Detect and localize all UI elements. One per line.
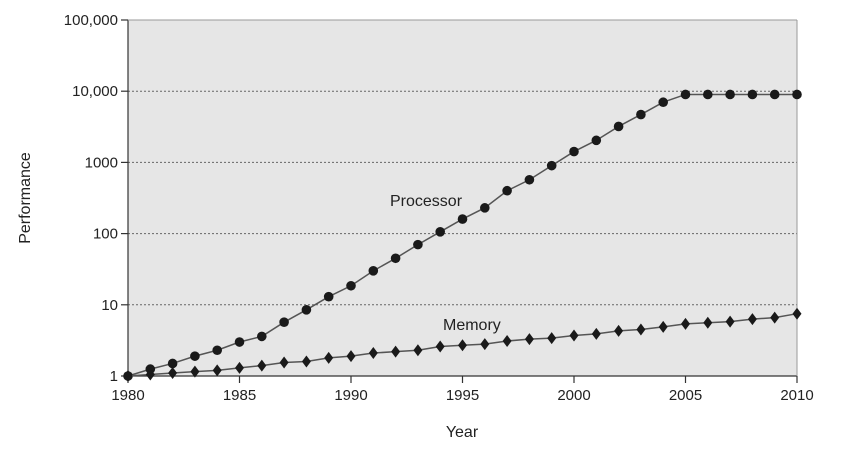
memory-point [190, 365, 200, 378]
x-tick-label: 1985 [223, 387, 256, 404]
memory-point [324, 351, 334, 364]
x-tick-label: 1980 [111, 387, 144, 404]
processor-label: Processor [390, 193, 463, 210]
y-tick-label: 1 [110, 368, 118, 385]
memory-point [681, 317, 690, 330]
processor-point [747, 89, 758, 100]
processor-point [480, 203, 490, 213]
processor-point [301, 305, 312, 315]
y-tick-label: 100 [93, 226, 118, 243]
processor-point [212, 345, 222, 356]
processor-point [769, 89, 780, 100]
memory-point [257, 359, 267, 372]
processor-point [725, 89, 735, 100]
memory-point [502, 335, 512, 348]
memory-point [770, 311, 780, 324]
memory-point [703, 316, 713, 329]
y-tick-label: 1000 [85, 154, 118, 171]
memory-point [658, 320, 668, 333]
processor-point [680, 89, 691, 100]
memory-label: Memory [443, 317, 501, 334]
x-tick-label: 1995 [446, 387, 479, 404]
processor-point [390, 253, 401, 264]
memory-point [391, 345, 401, 358]
processor-point [167, 358, 178, 369]
processor-point [502, 185, 512, 196]
memory-point [301, 355, 311, 368]
y-axis-label: Performance [17, 152, 34, 244]
x-axis-label: Year [446, 424, 479, 441]
processor-point [368, 266, 379, 276]
memory-point [413, 344, 423, 357]
processor-point [435, 226, 446, 237]
processor-point [413, 239, 423, 250]
processor-point [703, 89, 713, 100]
processor-point [457, 214, 468, 224]
memory-point [346, 350, 356, 363]
memory-point [569, 329, 579, 342]
processor-point [569, 146, 579, 157]
processor-point [613, 121, 624, 132]
memory-point [212, 364, 222, 377]
processor-point [257, 331, 267, 342]
memory-point [279, 356, 289, 369]
processor-point [279, 317, 289, 327]
x-tick-label: 1990 [334, 387, 367, 404]
memory-point [458, 339, 467, 352]
y-tick-label: 10 [101, 297, 118, 314]
memory-point [547, 332, 557, 345]
y-tick-label: 100,000 [64, 12, 118, 29]
processor-point [234, 337, 245, 347]
memory-point [123, 370, 133, 382]
memory-point [368, 347, 378, 360]
memory-point [524, 333, 534, 346]
memory-point [792, 307, 802, 320]
memory-point [435, 340, 445, 353]
memory-point [480, 338, 490, 351]
memory-point [614, 324, 624, 337]
processor-point [658, 97, 668, 108]
memory-point [168, 367, 178, 380]
plot-area [128, 20, 797, 376]
memory-point [636, 323, 646, 336]
memory-point [725, 315, 735, 328]
processor-point [792, 89, 802, 100]
y-tick-label: 10,000 [72, 83, 118, 100]
processor-point [346, 280, 356, 291]
memory-point [747, 313, 757, 326]
processor-point [323, 291, 334, 302]
memory-point [235, 361, 244, 374]
memory-point [145, 368, 155, 381]
memory-point [591, 327, 601, 340]
processor-point [546, 160, 557, 171]
processor-point [636, 109, 646, 120]
processor-point [591, 135, 602, 146]
x-tick-label: 2005 [669, 387, 702, 404]
x-tick-label: 2000 [557, 387, 590, 404]
processor-point [190, 351, 200, 361]
processor-point [524, 174, 535, 185]
x-tick-label: 2010 [780, 387, 813, 404]
